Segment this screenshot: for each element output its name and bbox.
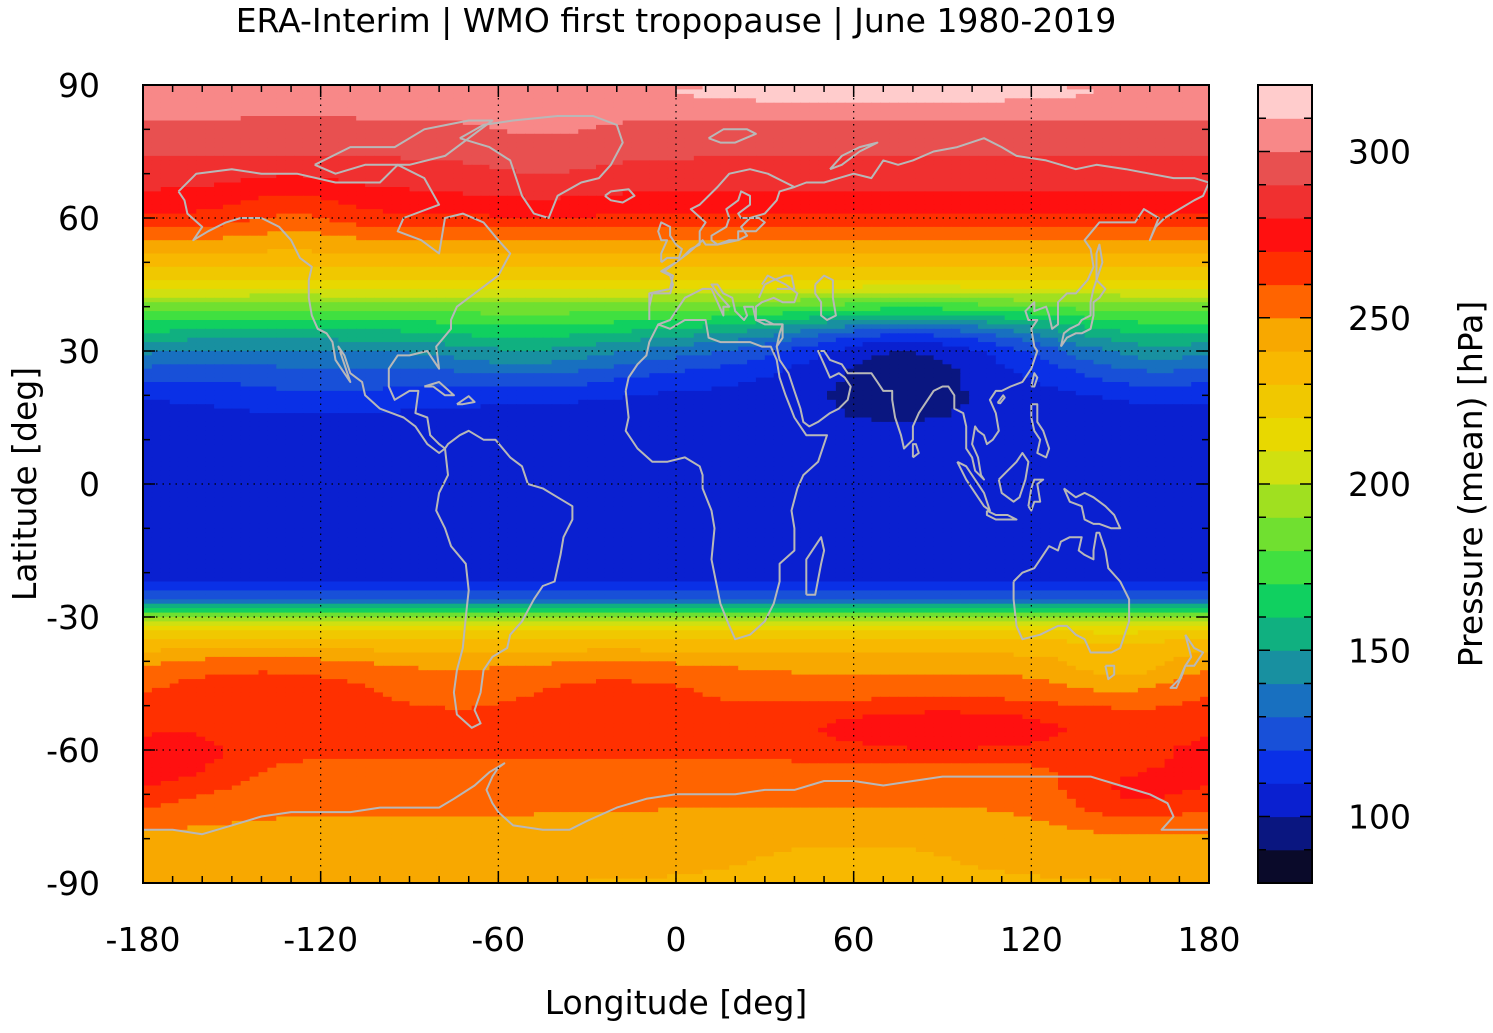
colorbar-tick-label: 150	[1348, 631, 1411, 670]
colorbar-segment	[1258, 551, 1312, 585]
y-tick-label: -60	[46, 731, 100, 770]
y-tick-label: -30	[46, 598, 100, 637]
colorbar-tick-label: 200	[1348, 465, 1411, 504]
colorbar-segment	[1258, 451, 1312, 485]
y-tick-label: 30	[58, 332, 100, 371]
colorbar-segment	[1258, 717, 1312, 751]
colorbar-segment	[1258, 218, 1312, 252]
x-tick-label: -60	[471, 920, 525, 959]
colorbar-segment	[1258, 617, 1312, 651]
x-tick-label: 60	[833, 920, 875, 959]
colorbar-segment	[1258, 817, 1312, 851]
x-axis-label: Longitude [deg]	[545, 983, 808, 1022]
colorbar-segment	[1258, 185, 1312, 219]
colorbar-segment	[1258, 285, 1312, 319]
y-tick-label: 0	[79, 465, 100, 504]
colorbar-tick-label: 250	[1348, 299, 1411, 338]
colorbar-segment	[1258, 118, 1312, 152]
colorbar-tick-label: 100	[1348, 798, 1411, 837]
colorbar-segment	[1258, 152, 1312, 186]
colorbar-segment	[1258, 484, 1312, 518]
colorbar-label: Pressure (mean) [hPa]	[1451, 301, 1490, 668]
y-tick-label: 60	[58, 199, 100, 238]
colorbar-segment	[1258, 251, 1312, 285]
colorbar-segment	[1258, 85, 1312, 119]
x-tick-label: 0	[666, 920, 687, 959]
y-tick-label: -90	[46, 864, 100, 903]
chart-title: ERA-Interim | WMO first tropopause | Jun…	[236, 1, 1117, 40]
colorbar-segment	[1258, 850, 1312, 884]
colorbar-segment	[1258, 517, 1312, 551]
colorbar-segment	[1258, 783, 1312, 817]
colorbar-segment	[1258, 418, 1312, 452]
colorbar-segment	[1258, 351, 1312, 385]
x-tick-label: 120	[1000, 920, 1063, 959]
colorbar-segment	[1258, 384, 1312, 418]
colorbar-segment	[1258, 318, 1312, 352]
x-tick-label: -120	[283, 920, 358, 959]
x-tick-label: 180	[1178, 920, 1241, 959]
colorbar-segment	[1258, 750, 1312, 784]
y-axis-label: Latitude [deg]	[5, 367, 44, 601]
colorbar-segment	[1258, 684, 1312, 718]
y-tick-label: 90	[58, 66, 100, 105]
colorbar-segment	[1258, 650, 1312, 684]
colorbar-tick-label: 300	[1348, 133, 1411, 172]
x-tick-label: -180	[106, 920, 181, 959]
colorbar-segment	[1258, 584, 1312, 618]
colorbar: 100 150 200 250 300	[1258, 85, 1411, 884]
